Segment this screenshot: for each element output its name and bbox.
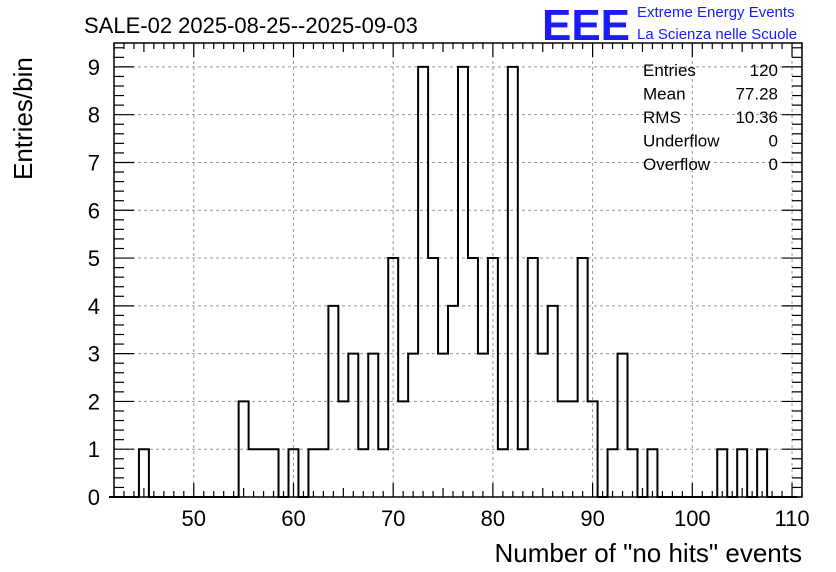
histogram-bin bbox=[239, 401, 249, 497]
histogram-bin bbox=[408, 354, 418, 497]
y-tick-label: 1 bbox=[88, 437, 100, 462]
eee-logo: EEE Extreme Energy Events La Scienza nel… bbox=[542, 1, 797, 50]
y-tick-label: 0 bbox=[88, 485, 100, 510]
y-tick-label: 8 bbox=[88, 103, 100, 128]
histogram-bin bbox=[358, 449, 368, 497]
histogram-bin bbox=[538, 354, 548, 497]
y-tick-label: 7 bbox=[88, 150, 100, 175]
stats-label: Underflow bbox=[643, 132, 720, 151]
stats-label: Overflow bbox=[643, 155, 711, 174]
eee-logo-line1: Extreme Energy Events bbox=[637, 4, 795, 21]
stats-value: 77.28 bbox=[735, 85, 778, 104]
y-tick-label: 5 bbox=[88, 246, 100, 271]
histogram-bin bbox=[259, 449, 269, 497]
histogram-bin bbox=[458, 67, 468, 497]
histogram-bin bbox=[618, 354, 628, 497]
x-tick-label: 90 bbox=[580, 506, 604, 531]
x-tick-label: 110 bbox=[774, 506, 809, 531]
stats-value: 120 bbox=[750, 61, 778, 80]
histogram-bin bbox=[717, 449, 727, 497]
histogram-bin bbox=[468, 258, 478, 497]
histogram-bin bbox=[558, 401, 568, 497]
histogram-bin bbox=[548, 306, 558, 497]
histogram-bin bbox=[398, 401, 408, 497]
axis-ticks bbox=[113, 43, 803, 498]
histogram-bin bbox=[378, 449, 388, 497]
stats-value: 10.36 bbox=[735, 108, 778, 127]
histogram-bin bbox=[448, 306, 458, 497]
histogram-bin bbox=[318, 449, 328, 497]
histogram-bin bbox=[518, 449, 528, 497]
histogram-bin bbox=[498, 449, 508, 497]
y-tick-label: 3 bbox=[88, 342, 100, 367]
histogram-bin bbox=[588, 401, 598, 497]
histogram-bin bbox=[368, 354, 378, 497]
x-axis-title: Number of "no hits" events bbox=[495, 538, 803, 568]
histogram-bin bbox=[269, 449, 279, 497]
x-tick-labels: 50 60 70 80 90 100 110 bbox=[182, 506, 810, 531]
y-tick-label: 2 bbox=[88, 389, 100, 414]
histogram-bin bbox=[757, 449, 767, 497]
stats-label: Mean bbox=[643, 85, 686, 104]
chart-title: SALE-02 2025-08-25--2025-09-03 bbox=[84, 13, 418, 38]
histogram-bin bbox=[488, 258, 498, 497]
histogram-bin bbox=[308, 449, 318, 497]
histogram-bin bbox=[418, 67, 428, 497]
y-axis-title: Entries/bin bbox=[8, 57, 38, 180]
stats-label: RMS bbox=[643, 108, 681, 127]
histogram-bin bbox=[348, 354, 358, 497]
y-tick-label: 6 bbox=[88, 198, 100, 223]
plot-frame bbox=[113, 42, 803, 498]
histogram-bin bbox=[428, 258, 438, 497]
stats-value: 0 bbox=[769, 132, 778, 151]
eee-logo-line2: La Scienza nelle Scuole bbox=[637, 26, 797, 43]
x-tick-label: 100 bbox=[674, 506, 711, 531]
histogram-bin bbox=[578, 258, 588, 497]
stats-label: Entries bbox=[643, 61, 696, 80]
stats-box: Entries 120 Mean 77.28 RMS 10.36 Underflow 0 Ove… bbox=[643, 61, 778, 174]
x-tick-label: 80 bbox=[481, 506, 505, 531]
x-tick-label: 60 bbox=[281, 506, 305, 531]
histogram-bin bbox=[568, 401, 578, 497]
histogram-bin bbox=[478, 354, 488, 497]
histogram-bin bbox=[438, 354, 448, 497]
y-tick-label: 9 bbox=[88, 55, 100, 80]
y-tick-label: 4 bbox=[88, 294, 100, 319]
histogram-bin bbox=[508, 67, 518, 497]
histogram-bin bbox=[338, 401, 348, 497]
histogram-bin bbox=[328, 306, 338, 497]
histogram-bin bbox=[388, 258, 398, 497]
y-tick-labels: 0 1 2 3 4 5 6 7 8 9 bbox=[88, 55, 100, 510]
histogram-bin bbox=[628, 449, 638, 497]
stats-value: 0 bbox=[769, 155, 778, 174]
histogram-bin bbox=[249, 449, 259, 497]
eee-logo-mark: EEE bbox=[542, 1, 630, 50]
x-tick-label: 70 bbox=[381, 506, 405, 531]
histogram-bin bbox=[528, 258, 538, 497]
x-tick-label: 50 bbox=[182, 506, 206, 531]
histogram-bin bbox=[608, 449, 618, 497]
histogram-bin bbox=[647, 449, 657, 497]
